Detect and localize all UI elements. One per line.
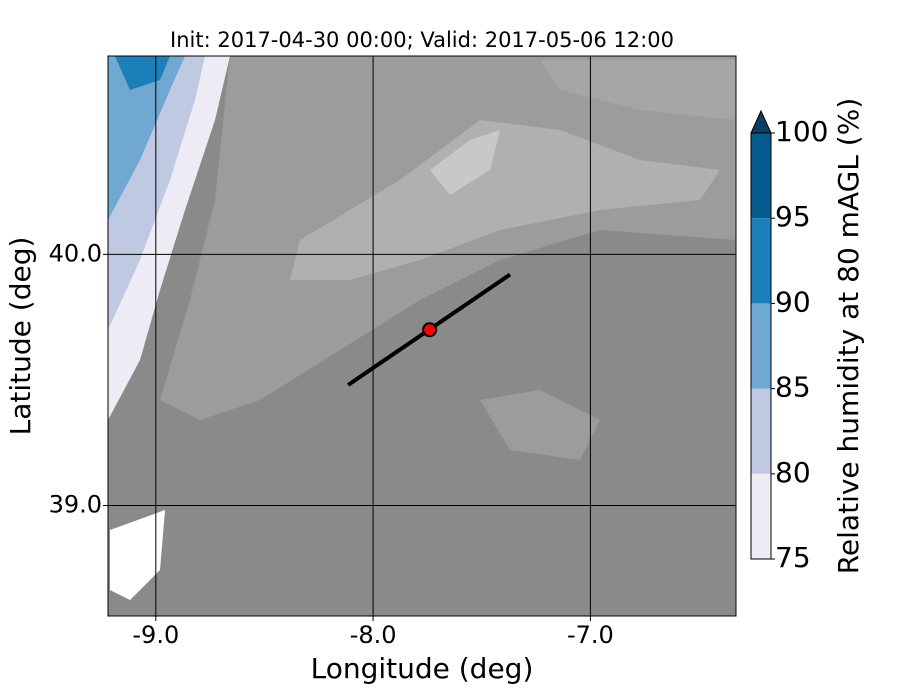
colorbar-tick-label: 90: [775, 285, 811, 318]
colorbar-band: [751, 303, 771, 389]
x-tick-label: -9.0: [132, 621, 179, 649]
colorbar-tick-label: 95: [775, 200, 811, 233]
colorbar-extend: [750, 109, 772, 134]
colorbar-tick-label: 85: [775, 371, 811, 404]
y-tick-label: 39.0: [49, 491, 102, 519]
colorbar-tick-label: 80: [775, 456, 811, 489]
terrain: [108, 56, 736, 616]
colorbar-tick-label: 100: [775, 115, 828, 148]
colorbar-frame: [750, 132, 772, 560]
x-axis-label: Longitude (deg): [311, 652, 534, 685]
x-tick-label: -7.0: [567, 621, 614, 649]
chart-title: Init: 2017-04-30 00:00; Valid: 2017-05-0…: [170, 28, 674, 52]
colorbar-label: Relative humidity at 80 mAGL (%): [832, 98, 865, 575]
location-point: [422, 322, 438, 338]
plot-frame: [107, 55, 737, 617]
y-tick-label: 40.0: [49, 239, 102, 267]
graticule: [108, 56, 736, 616]
colorbar-band: [751, 218, 771, 304]
colorbar-band: [751, 133, 771, 219]
x-tick-label: -8.0: [350, 621, 397, 649]
colorbar-band: [751, 473, 771, 559]
colorbar-tick-label: 75: [775, 541, 811, 574]
colorbar-band: [751, 388, 771, 474]
y-axis-label: Latitude (deg): [4, 237, 37, 436]
